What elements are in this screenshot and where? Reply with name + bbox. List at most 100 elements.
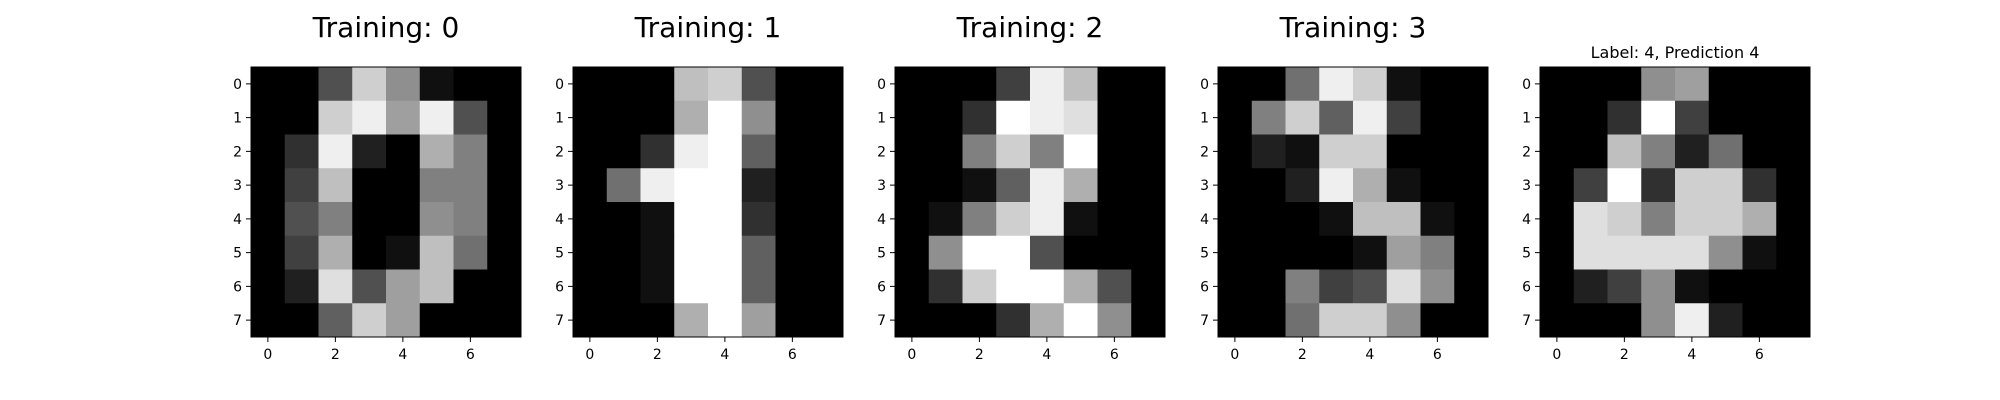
y-tick-label: 5 [1200,246,1209,262]
pixel-cell [1063,100,1098,135]
pixel-cell [962,269,997,304]
pixel-cell [1540,269,1575,304]
pixel-cell [962,168,997,203]
pixel-cell [1063,235,1098,270]
pixel-cell [741,100,776,135]
pixel-cell [606,303,641,338]
pixel-cell [1641,100,1676,135]
pixel-cell [1131,168,1166,203]
pixel-cell [1420,67,1455,102]
pixel-cell [1353,168,1388,203]
pixel-cell [895,100,930,135]
pixel-cell [1063,202,1098,237]
pixel-cell [284,269,319,304]
axes-frame [572,66,844,338]
pixel-cell [352,303,387,338]
pixel-cell [1454,269,1489,304]
pixel-cell [1063,67,1098,102]
pixel-cell [809,67,844,102]
pixel-cell [1742,202,1777,237]
pixel-cell [573,202,608,237]
pixel-cell [487,202,522,237]
pixel-cell [640,168,675,203]
pixel-cell [1573,202,1608,237]
pixel-cell [487,269,522,304]
pixel-cell [1454,202,1489,237]
pixel-cell [1776,100,1811,135]
pixel-cell [1708,100,1743,135]
y-tick-label: 7 [233,313,242,329]
digit-panel-2: Training: 2 0 2 4 6 0 1 2 3 4 5 6 7 [877,11,1166,363]
pixel-cell [741,269,776,304]
pixel-cell [996,134,1031,169]
pixel-cell [1607,235,1642,270]
pixel-cell [1386,67,1421,102]
pixel-cell [996,67,1031,102]
pixel-cell [674,303,709,338]
pixel-cell [1573,67,1608,102]
pixel-cell [1251,168,1286,203]
pixel-cell [606,202,641,237]
x-tick-label: 4 [1042,347,1051,363]
pixel-cell [1742,269,1777,304]
pixel-cell [674,269,709,304]
pixel-cell [996,235,1031,270]
y-tick-label: 6 [555,279,564,295]
pixel-cell [1285,303,1320,338]
y-tick-label: 5 [233,246,242,262]
pixel-cell [1097,100,1132,135]
pixel-cell [1218,67,1253,102]
pixel-cell [453,235,488,270]
axes-frame [250,66,522,338]
pixel-cell [741,202,776,237]
pixel-cell [1641,235,1676,270]
y-tick-label: 0 [233,77,242,93]
pixel-cell [1607,168,1642,203]
pixel-cell [1319,168,1354,203]
x-tick-label: 4 [398,347,407,363]
pixel-cell [962,235,997,270]
pixel-cell [708,269,743,304]
y-tick-label: 3 [555,178,564,194]
pixel-cell [674,168,709,203]
x-tick-label: 6 [788,347,797,363]
pixel-cell [1030,67,1065,102]
pixel-cell [1573,100,1608,135]
pixel-cell [962,67,997,102]
pixel-cell [895,202,930,237]
pixel-cell [573,303,608,338]
pixel-cell [1386,303,1421,338]
pixel-cell [741,303,776,338]
pixel-cell [1285,100,1320,135]
pixel-cell [1641,134,1676,169]
pixel-cell [809,235,844,270]
pixel-cell [352,100,387,135]
pixel-cell [1454,134,1489,169]
pixel-cell [1540,67,1575,102]
x-tick-label: 6 [1433,347,1442,363]
pixel-cell [1454,67,1489,102]
axes-frame [1539,66,1811,338]
pixel-cell [1319,235,1354,270]
pixel-cell [1776,134,1811,169]
pixel-cell [284,168,319,203]
pixel-cell [453,134,488,169]
pixel-cell [1540,303,1575,338]
pixel-cell [251,235,286,270]
pixel-cell [1251,202,1286,237]
pixel-cell [284,235,319,270]
pixel-cell [1131,67,1166,102]
pixel-cell [1776,67,1811,102]
pixel-cell [573,134,608,169]
y-tick-label: 4 [877,212,886,228]
pixel-cell [573,67,608,102]
pixel-cell [318,100,353,135]
pixel-cell [1454,235,1489,270]
pixel-cell [1675,202,1710,237]
pixel-cell [1708,235,1743,270]
pixel-cell [1218,100,1253,135]
pixel-cell [606,168,641,203]
pixel-cell [386,303,421,338]
x-tick-label: 0 [263,347,272,363]
y-tick-label: 7 [1522,313,1531,329]
